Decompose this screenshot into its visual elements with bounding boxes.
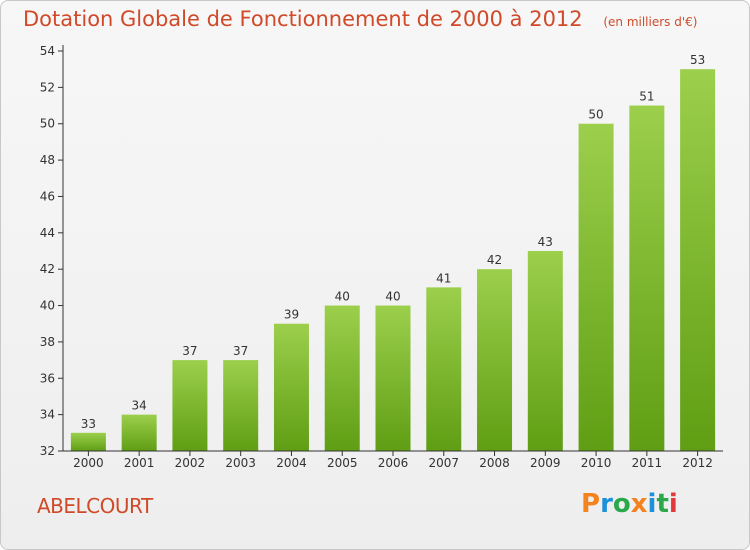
bar-value-label: 53 [690, 53, 705, 67]
y-tick-label: 36 [40, 371, 55, 385]
x-tick-label: 2010 [581, 456, 612, 470]
logo-letter: i [647, 489, 657, 519]
bar-2002 [172, 360, 208, 451]
x-tick-label: 2000 [73, 456, 104, 470]
y-tick-label: 34 [40, 408, 55, 422]
logo-letter: t [656, 489, 669, 519]
x-tick-label: 2001 [124, 456, 155, 470]
logo-letter: o [612, 489, 631, 519]
y-tick-label: 40 [40, 299, 55, 313]
x-tick-label: 2005 [327, 456, 358, 470]
bar-value-label: 37 [233, 344, 248, 358]
chart-title: Dotation Globale de Fonctionnement de 20… [23, 7, 697, 31]
y-tick-label: 52 [40, 80, 55, 94]
logo-letter: P [581, 489, 601, 519]
bar-2006 [375, 305, 411, 451]
x-tick-label: 2006 [378, 456, 409, 470]
bar-2001 [121, 414, 157, 451]
bar-2007 [426, 287, 462, 451]
bar-2008 [477, 269, 513, 451]
y-tick-label: 50 [40, 117, 55, 131]
bar-value-label: 40 [385, 290, 400, 304]
bars: 33 34 37 37 39 40 40 41 42 43 50 51 53 [70, 53, 716, 452]
x-tick-label: 2007 [428, 456, 459, 470]
bar-value-label: 42 [487, 253, 502, 267]
logo-letter: i [668, 489, 678, 519]
bar-value-label: 33 [81, 417, 96, 431]
x-tick-label: 2004 [276, 456, 307, 470]
bar-2004 [273, 323, 309, 451]
y-tick-label: 38 [40, 335, 55, 349]
x-tick-label: 2009 [530, 456, 561, 470]
x-tick-label: 2012 [682, 456, 713, 470]
logo-letter: x [630, 489, 648, 519]
bar-2011 [629, 105, 665, 451]
x-tick-label: 2002 [175, 456, 206, 470]
bar-value-label: 51 [639, 90, 654, 104]
bar-value-label: 40 [335, 290, 350, 304]
y-tick-label: 44 [40, 226, 55, 240]
x-tick-label: 2008 [479, 456, 510, 470]
x-tick-label: 2011 [632, 456, 663, 470]
bar-2012 [680, 69, 716, 451]
logo-letter: r [600, 489, 613, 519]
y-tick-label: 32 [40, 444, 55, 458]
bar-2000 [70, 432, 106, 451]
bar-2005 [324, 305, 360, 451]
y-axis: 32 34 36 38 40 42 44 46 48 50 52 54 [40, 44, 64, 458]
y-tick-label: 54 [40, 44, 55, 58]
bar-2003 [223, 360, 259, 451]
proxiti-logo: Proxiti [581, 489, 678, 519]
y-tick-label: 42 [40, 262, 55, 276]
chart-unit-label: (en milliers d'€) [603, 15, 698, 29]
chart-title-text: Dotation Globale de Fonctionnement de 20… [23, 7, 583, 31]
bar-value-label: 37 [182, 344, 197, 358]
y-tick-label: 46 [40, 189, 55, 203]
bar-value-label: 34 [132, 399, 147, 413]
bar-value-label: 50 [588, 108, 603, 122]
commune-name: ABELCOURT [37, 494, 153, 518]
y-tick-label: 48 [40, 153, 55, 167]
bar-value-label: 43 [538, 235, 553, 249]
x-axis: 2000 2001 2002 2003 2004 2005 2006 2007 2008 2009… [63, 450, 723, 470]
bar-2009 [527, 251, 563, 451]
x-tick-label: 2003 [225, 456, 256, 470]
bar-value-label: 41 [436, 271, 451, 285]
bar-2010 [578, 123, 614, 452]
bar-value-label: 39 [284, 308, 299, 322]
